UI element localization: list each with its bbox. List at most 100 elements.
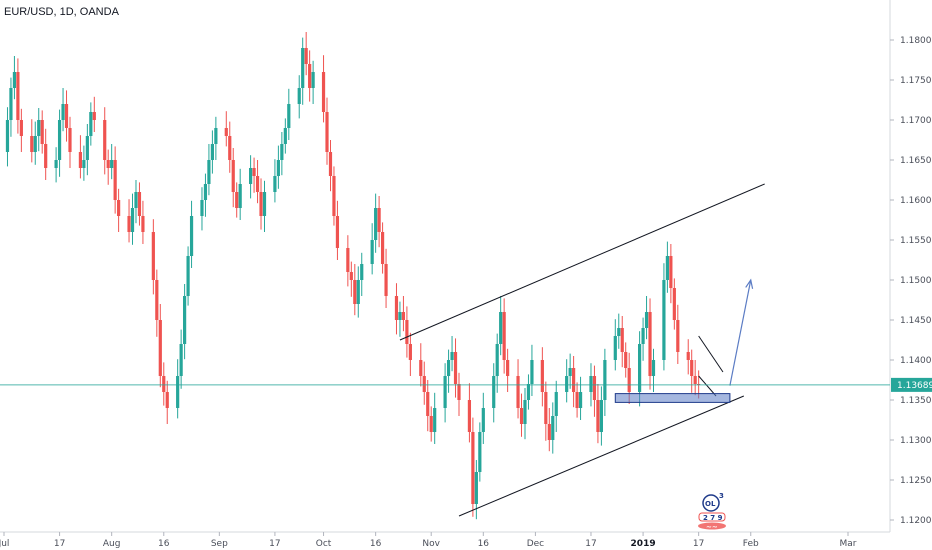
y-tick-label: 1.16500 [900, 156, 932, 166]
candle-body [231, 160, 235, 192]
x-tick-label: 16 [158, 539, 170, 549]
candle-body [676, 320, 680, 352]
channel-upper-line [399, 183, 765, 341]
x-tick-label: Dec [527, 539, 544, 549]
x-tick-label: 2019 [631, 539, 656, 549]
candle-body [33, 136, 37, 152]
candle-body [130, 208, 135, 232]
candle-body [186, 256, 190, 296]
candle-body [690, 360, 694, 376]
candle-body [641, 328, 645, 344]
candle-body [332, 176, 336, 216]
candle-body [214, 128, 218, 144]
candle-body [9, 88, 13, 120]
candle-body [551, 416, 555, 440]
candle-body [453, 352, 458, 384]
candle-body [106, 160, 110, 168]
projection-arrow-head [745, 278, 754, 289]
candle-body [686, 352, 690, 360]
candle-body [325, 112, 329, 152]
channel-lower-line [458, 395, 744, 517]
price-axis[interactable]: 1.12000 1.12500 1.13000 1.13500 1.14000 1.145… [890, 36, 932, 526]
candle-body [321, 72, 326, 112]
author-logo: OL 3 2 7 9 ~~ [698, 492, 726, 531]
candle-body [592, 376, 597, 400]
candle-body [648, 312, 652, 376]
logo-text-top: OL [705, 500, 716, 508]
y-tick-label: 1.17000 [900, 116, 932, 126]
candle-body [599, 400, 603, 432]
candle-body [189, 216, 194, 256]
x-tick-label: Jul [0, 539, 9, 549]
candle-body [401, 312, 406, 320]
candle-body [651, 360, 656, 376]
candle-body [589, 376, 593, 392]
candle-body [207, 160, 211, 184]
candle-body [110, 160, 114, 168]
candle-body [662, 280, 666, 360]
x-tick-label: 16 [478, 539, 490, 549]
projection-arrow-line [729, 279, 752, 386]
candle-body [12, 72, 17, 88]
x-tick-label: Mar [840, 539, 857, 549]
candle-body [287, 104, 291, 128]
candle-body [228, 136, 232, 160]
candle-body [370, 240, 374, 264]
candle-body [85, 136, 89, 160]
candle-body [92, 112, 96, 120]
candle-body [89, 112, 93, 136]
x-tick-label: Sep [211, 539, 228, 549]
x-tick-label: Feb [743, 539, 759, 549]
candle-body [603, 360, 607, 400]
flag-lower-line [698, 375, 717, 397]
candle-body [450, 352, 454, 360]
y-tick-label: 1.14500 [900, 316, 932, 326]
x-tick-label: 17 [585, 539, 596, 549]
candle-body [433, 408, 437, 432]
flag-upper-line [698, 335, 724, 373]
candle-body [165, 392, 169, 408]
candle-body [37, 120, 41, 136]
candle-body [672, 288, 676, 320]
candle-body [693, 376, 697, 384]
candle-body [502, 312, 506, 360]
candle-body [64, 104, 69, 128]
candle-body [176, 376, 180, 408]
time-axis[interactable]: Jul 17 Aug 16 Sep 17 Oct 16 Nov 16 Dec 17 2019 17 Feb M… [0, 532, 857, 549]
candle-body [179, 344, 183, 376]
candle-body [255, 176, 260, 192]
candle-body [162, 376, 166, 392]
candle-body [526, 384, 531, 400]
candle-body [474, 472, 478, 504]
candle-body [478, 432, 482, 472]
symbol-title: EUR/USD, 1D, OANDA [4, 6, 119, 18]
candle-body [183, 296, 187, 344]
candle-body [627, 368, 631, 392]
candle-body [374, 208, 378, 240]
candle-body [380, 232, 385, 264]
candle-body [238, 184, 242, 208]
candle-body [384, 264, 388, 296]
candle-body [471, 432, 475, 504]
candle-body [328, 152, 333, 176]
x-tick-label: Nov [422, 539, 440, 549]
y-tick-label: 1.14000 [900, 356, 932, 366]
candle-body [311, 72, 315, 88]
candle-body [103, 120, 107, 160]
candle-body [613, 336, 617, 360]
candle-body [499, 312, 503, 344]
y-tick-label: 1.12500 [900, 476, 932, 486]
candle-body [141, 216, 145, 232]
x-tick-label: 17 [54, 539, 65, 549]
candle-body [419, 360, 423, 376]
candle-body [262, 192, 267, 216]
candle-body [669, 256, 673, 288]
candle-body [280, 144, 284, 160]
candle-body [457, 384, 461, 400]
candle-body [155, 280, 159, 320]
candle-body [516, 376, 520, 408]
candle-body [644, 312, 649, 328]
candle-body [519, 408, 524, 424]
candle-body [506, 360, 510, 376]
